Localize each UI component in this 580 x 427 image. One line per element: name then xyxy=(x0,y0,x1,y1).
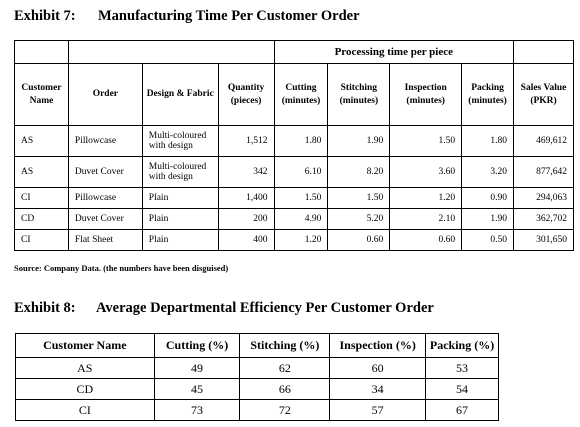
cell-cutting-pct: 45 xyxy=(153,378,241,400)
cell-packing: 3.20 xyxy=(461,156,515,188)
cell-quantity: 342 xyxy=(217,156,275,188)
cell-packing: 0.50 xyxy=(461,229,515,251)
blank-header-cell xyxy=(218,40,275,64)
column-header-stitching: Stitching (minutes) xyxy=(327,63,391,126)
cell-design: Plain xyxy=(141,187,219,209)
blank-header-cell xyxy=(68,40,143,64)
cell-stitching: 8.20 xyxy=(327,156,391,188)
table-row: CI 73 72 57 67 xyxy=(15,399,499,421)
cell-stitching-pct: 72 xyxy=(239,399,331,421)
table-row: AS Pillowcase Multi-coloured with design… xyxy=(14,125,574,157)
cell-sales: 877,642 xyxy=(513,156,574,188)
cell-quantity: 400 xyxy=(217,229,275,251)
cell-design: Multi-coloured with design xyxy=(141,156,219,188)
table-row: AS Duvet Cover Multi-coloured with desig… xyxy=(14,156,574,188)
column-header-customer-name: Customer Name xyxy=(15,333,155,358)
cell-customer-name: CI xyxy=(15,399,155,421)
cell-inspection-pct: 60 xyxy=(329,357,427,379)
cell-cutting-pct: 73 xyxy=(153,399,241,421)
blank-header-cell xyxy=(513,40,574,64)
cell-cutting: 1.80 xyxy=(273,125,329,157)
cell-packing-pct: 53 xyxy=(425,357,499,379)
cell-customer-name: AS xyxy=(15,357,155,379)
exhibit-7-title: Exhibit 7: Manufacturing Time Per Custome… xyxy=(14,8,360,25)
exhibit-7-number: Exhibit 7: xyxy=(14,8,76,24)
cell-packing: 0.90 xyxy=(461,187,515,209)
cell-cutting: 1.20 xyxy=(273,229,329,251)
source-note: Source: Company Data. (the numbers have … xyxy=(14,263,229,273)
table-row: CI Pillowcase Plain 1,400 1.50 1.50 1.20… xyxy=(14,187,574,209)
cell-quantity: 1,512 xyxy=(217,125,275,157)
processing-time-group-header: Processing time per piece xyxy=(273,40,515,64)
table-row: CD 45 66 34 54 xyxy=(15,378,499,400)
cell-inspection: 1.20 xyxy=(389,187,463,209)
blank-header-cell xyxy=(142,40,219,64)
cell-stitching: 5.20 xyxy=(327,208,391,230)
column-header-inspection: Inspection (minutes) xyxy=(389,63,463,126)
cell-order: Duvet Cover xyxy=(67,156,143,188)
cell-customer-name: CD xyxy=(15,378,155,400)
cell-inspection-pct: 34 xyxy=(329,378,427,400)
cell-stitching-pct: 66 xyxy=(239,378,331,400)
cell-inspection: 0.60 xyxy=(389,229,463,251)
cell-packing-pct: 67 xyxy=(425,399,499,421)
cell-stitching: 0.60 xyxy=(327,229,391,251)
column-header-stitching-pct: Stitching (%) xyxy=(239,333,331,358)
cell-stitching-pct: 62 xyxy=(239,357,331,379)
cell-packing: 1.80 xyxy=(461,125,515,157)
cell-customer: CI xyxy=(14,229,69,251)
manufacturing-time-table: Processing time per piece Customer Name … xyxy=(14,40,574,251)
cell-order: Pillowcase xyxy=(67,125,143,157)
cell-customer: CD xyxy=(14,208,69,230)
cell-sales: 294,063 xyxy=(513,187,574,209)
cell-customer: AS xyxy=(14,156,69,188)
departmental-efficiency-table: Customer Name Cutting (%) Stitching (%) … xyxy=(15,333,499,421)
column-header-order: Order xyxy=(67,63,143,126)
column-header-inspection-pct: Inspection (%) xyxy=(329,333,427,358)
cell-cutting: 4.90 xyxy=(273,208,329,230)
cell-sales: 301,650 xyxy=(513,229,574,251)
cell-stitching: 1.90 xyxy=(327,125,391,157)
cell-cutting-pct: 49 xyxy=(153,357,241,379)
table-row: AS 49 62 60 53 xyxy=(15,357,499,379)
exhibit-7-heading: Manufacturing Time Per Customer Order xyxy=(98,8,360,24)
cell-order: Pillowcase xyxy=(67,187,143,209)
column-header-cutting: Cutting (minutes) xyxy=(273,63,329,126)
column-header-sales: Sales Value (PKR) xyxy=(513,63,574,126)
column-header-packing: Packing (minutes) xyxy=(461,63,515,126)
cell-design: Plain xyxy=(141,229,219,251)
cell-customer: AS xyxy=(14,125,69,157)
cell-order: Flat Sheet xyxy=(67,229,143,251)
cell-cutting: 1.50 xyxy=(273,187,329,209)
cell-inspection: 2.10 xyxy=(389,208,463,230)
exhibit-8-number: Exhibit 8: xyxy=(14,300,76,316)
cell-order: Duvet Cover xyxy=(67,208,143,230)
table-row: CD Duvet Cover Plain 200 4.90 5.20 2.10 … xyxy=(14,208,574,230)
cell-design: Plain xyxy=(141,208,219,230)
cell-sales: 362,702 xyxy=(513,208,574,230)
cell-design: Multi-coloured with design xyxy=(141,125,219,157)
column-header-packing-pct: Packing (%) xyxy=(425,333,499,358)
table-row: CI Flat Sheet Plain 400 1.20 0.60 0.60 0… xyxy=(14,229,574,251)
cell-stitching: 1.50 xyxy=(327,187,391,209)
cell-quantity: 1,400 xyxy=(217,187,275,209)
cell-sales: 469,612 xyxy=(513,125,574,157)
column-header-quantity: Quantity (pieces) xyxy=(217,63,275,126)
blank-header-cell xyxy=(14,40,69,64)
cell-packing: 1.90 xyxy=(461,208,515,230)
cell-customer: CI xyxy=(14,187,69,209)
cell-inspection: 1.50 xyxy=(389,125,463,157)
cell-packing-pct: 54 xyxy=(425,378,499,400)
cell-inspection-pct: 57 xyxy=(329,399,427,421)
cell-quantity: 200 xyxy=(217,208,275,230)
column-header-cutting-pct: Cutting (%) xyxy=(153,333,241,358)
column-header-design: Design & Fabric xyxy=(141,63,219,126)
exhibit-8-title: Exhibit 8: Average Departmental Efficienc… xyxy=(14,300,434,317)
column-header-customer: Customer Name xyxy=(14,63,69,126)
cell-inspection: 3.60 xyxy=(389,156,463,188)
exhibit-8-heading: Average Departmental Efficiency Per Cust… xyxy=(96,300,434,316)
cell-cutting: 6.10 xyxy=(273,156,329,188)
